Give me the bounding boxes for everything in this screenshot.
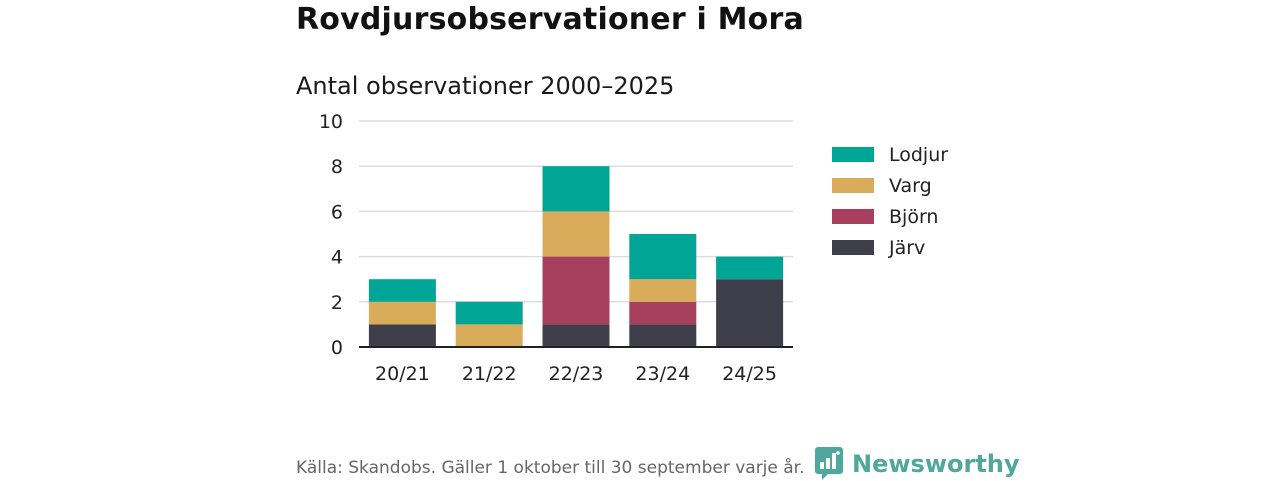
brand-logo-link[interactable]: Newsworthy — [815, 447, 1020, 481]
legend-swatch-lodjur — [832, 147, 874, 162]
bar-varg-21-22 — [455, 324, 523, 347]
legend-label-varg: Varg — [889, 174, 932, 197]
newsworthy-logo-icon — [815, 447, 843, 480]
bar-jarv-20-21 — [368, 324, 436, 347]
bar-bjorn-22-23 — [542, 256, 610, 325]
legend-swatch-bjorn — [832, 209, 874, 224]
y-tick-label: 8 — [331, 156, 343, 178]
bar-lodjur-21-22 — [455, 301, 523, 325]
bar-bjorn-23-24 — [629, 301, 697, 325]
bar-jarv-22-23 — [542, 324, 610, 347]
chart-title: Rovdjursobservationer i Mora — [296, 2, 804, 37]
bar-lodjur-23-24 — [629, 234, 697, 280]
bar-varg-23-24 — [629, 279, 697, 302]
bar-varg-22-23 — [542, 211, 610, 257]
x-tick-label: 21/22 — [462, 363, 517, 385]
bar-jarv-24-25 — [716, 279, 784, 347]
y-tick-label: 10 — [319, 111, 343, 133]
bar-varg-20-21 — [368, 301, 436, 325]
legend-label-bjorn: Björn — [889, 205, 939, 228]
brand-name: Newsworthy — [852, 450, 1020, 478]
legend-item-lodjur: Lodjur — [832, 139, 948, 170]
x-tick-label: 20/21 — [375, 363, 430, 385]
bar-lodjur-20-21 — [368, 279, 436, 302]
x-tick-label: 24/25 — [722, 363, 777, 385]
chart-subtitle: Antal observationer 2000–2025 — [296, 72, 675, 100]
chart-legend: Lodjur Varg Björn Järv — [832, 139, 948, 263]
x-tick-label: 23/24 — [635, 363, 690, 385]
legend-item-bjorn: Björn — [832, 201, 948, 232]
legend-swatch-varg — [832, 178, 874, 193]
source-note: Källa: Skandobs. Gäller 1 oktober till 3… — [296, 458, 805, 478]
bar-lodjur-22-23 — [542, 166, 610, 212]
legend-label-lodjur: Lodjur — [889, 143, 949, 166]
y-tick-label: 0 — [331, 337, 343, 359]
x-tick-label: 22/23 — [549, 363, 604, 385]
y-tick-label: 6 — [331, 201, 343, 223]
bar-jarv-23-24 — [629, 324, 697, 347]
y-tick-label: 4 — [331, 247, 343, 269]
legend-item-varg: Varg — [832, 170, 948, 201]
legend-item-jarv: Järv — [832, 232, 948, 263]
legend-swatch-jarv — [832, 240, 874, 255]
legend-label-jarv: Järv — [889, 236, 926, 259]
bar-lodjur-24-25 — [716, 256, 784, 280]
y-tick-label: 2 — [331, 292, 343, 314]
